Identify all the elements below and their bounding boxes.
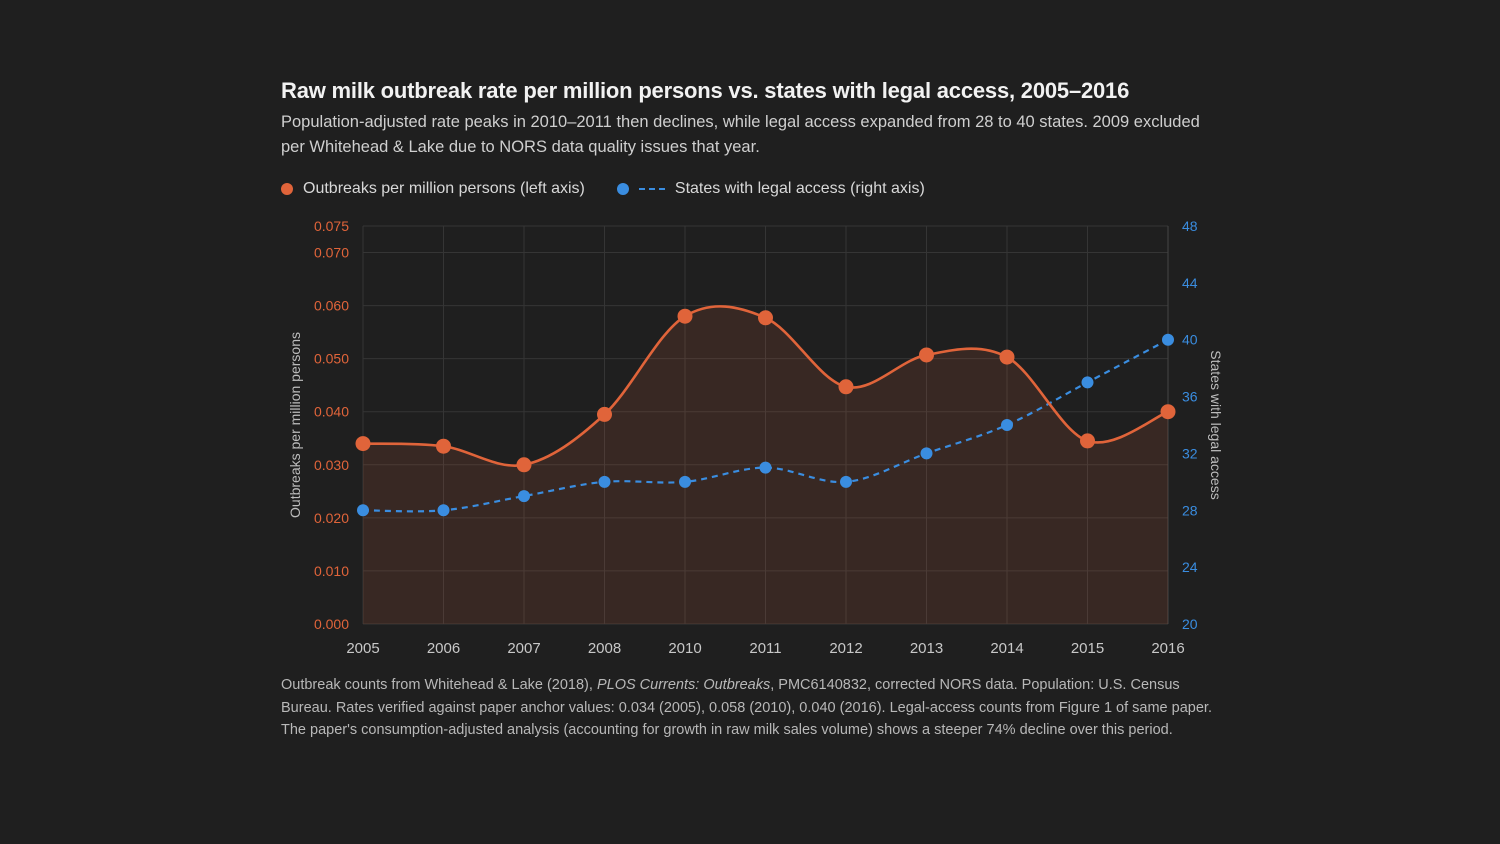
- x-tick-label: 2008: [588, 640, 621, 657]
- y-tick-label: 0.030: [314, 457, 349, 473]
- note-text: Outbreak counts from Whitehead & Lake (2…: [281, 677, 597, 693]
- blue-dot-icon: [616, 183, 629, 195]
- legend-item-states[interactable]: States with legal access (right axis): [616, 180, 925, 198]
- x-tick-label: 2010: [668, 640, 701, 657]
- outbreaks-point: [1160, 404, 1176, 420]
- x-tick-label: 2005: [346, 640, 379, 657]
- x-tick-label: 2016: [1151, 640, 1184, 657]
- y-tick-label: 0.040: [314, 404, 349, 420]
- source-note: Outbreak counts from Whitehead & Lake (2…: [281, 674, 1221, 742]
- legend-item-outbreaks[interactable]: Outbreaks per million persons (left axis…: [281, 180, 585, 198]
- y2-tick-label: 32: [1182, 445, 1198, 461]
- states-line: [362, 338, 1169, 513]
- y2-tick-label: 24: [1182, 559, 1198, 575]
- states-point: [920, 447, 933, 460]
- note-journal: PLOS Currents: Outbreaks: [596, 677, 771, 693]
- y2-tick-label: 40: [1182, 332, 1198, 348]
- x-tick-label: 2014: [990, 640, 1023, 657]
- states-point: [759, 461, 772, 474]
- dashed-line-icon: [638, 188, 665, 190]
- y-tick-label: 0.075: [314, 218, 349, 234]
- legend-label: Outbreaks per million persons (left axis…: [303, 180, 585, 197]
- outbreaks-point: [919, 347, 934, 363]
- y-axis-label: Outbreaks per million persons: [287, 332, 303, 518]
- states-point: [1162, 333, 1174, 346]
- note-text-2: , PMC6140832, corrected NORS data. Popul…: [281, 677, 1212, 738]
- outbreaks-point: [999, 349, 1015, 365]
- x-tick-label: 2011: [749, 640, 781, 657]
- outbreaks-point: [597, 406, 612, 422]
- outbreaks-point: [436, 438, 451, 454]
- y-tick-label: 0.000: [314, 616, 349, 632]
- y2-tick-label: 36: [1182, 389, 1198, 405]
- y2-tick-label: 48: [1182, 218, 1198, 234]
- states-point: [437, 504, 450, 517]
- outbreaks-point: [758, 310, 773, 326]
- y-tick-label: 0.020: [314, 510, 349, 526]
- x-tick-label: 2015: [1071, 640, 1104, 657]
- outbreaks-point: [677, 308, 693, 324]
- y2-tick-label: 44: [1182, 275, 1198, 291]
- outbreaks-point: [1080, 433, 1095, 449]
- outbreaks-point: [838, 379, 854, 395]
- x-tick-label: 2006: [427, 640, 460, 657]
- states-point: [1081, 376, 1094, 389]
- y-tick-label: 0.070: [314, 245, 349, 261]
- y-tick-label: 0.010: [314, 563, 349, 579]
- x-tick-label: 2012: [829, 640, 862, 657]
- y2-tick-label: 20: [1182, 616, 1198, 632]
- legend-label: States with legal access (right axis): [674, 180, 925, 197]
- chart-title: Raw milk outbreak rate per million perso…: [281, 78, 1130, 103]
- chart-subtitle: Population-adjusted rate peaks in 2010–2…: [281, 113, 1200, 156]
- outbreaks-point: [516, 457, 532, 473]
- legend: Outbreaks per million persons (left axis…: [281, 180, 957, 198]
- states-point: [1001, 419, 1013, 431]
- states-point: [598, 475, 611, 488]
- orange-dot-icon: [281, 183, 293, 195]
- x-tick-label: 2007: [507, 640, 540, 657]
- states-point: [357, 504, 369, 517]
- y2-tick-label: 28: [1182, 502, 1198, 518]
- states-point: [840, 475, 852, 488]
- y-tick-label: 0.050: [314, 351, 349, 367]
- x-tick-label: 2013: [910, 640, 943, 657]
- y-tick-label: 0.060: [314, 298, 349, 314]
- states-point: [518, 490, 530, 503]
- y2-axis-label: States with legal access: [1208, 350, 1224, 499]
- outbreaks-point: [355, 436, 371, 452]
- states-point: [679, 475, 691, 488]
